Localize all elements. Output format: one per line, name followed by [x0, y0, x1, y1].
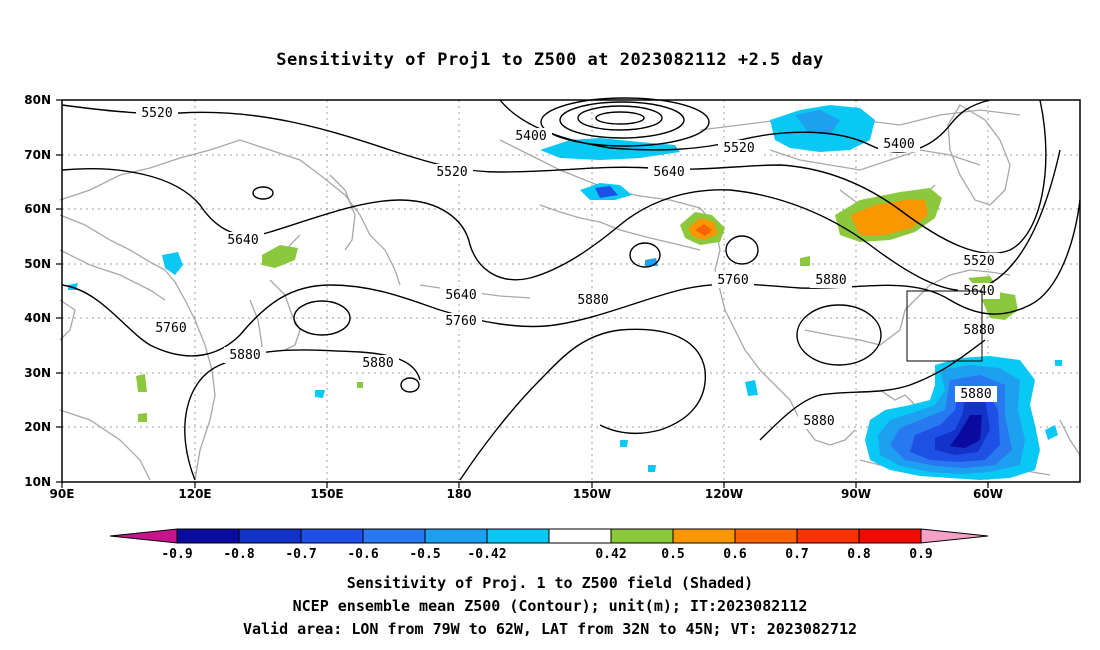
- lat-tick-label: 70N: [24, 148, 51, 162]
- lat-tick-labels: 80N 70N 60N 50N 40N 30N 20N 10N: [24, 93, 51, 489]
- lat-tick-label: 40N: [24, 311, 51, 325]
- lat-tick-label: 50N: [24, 257, 51, 271]
- caption-line-1: Sensitivity of Proj. 1 to Z500 field (Sh…: [346, 574, 754, 592]
- contour-label: 5400: [515, 129, 546, 144]
- lat-tick-label: 30N: [24, 366, 51, 380]
- contour-label: 5640: [227, 233, 258, 248]
- contour-label: 5880: [963, 323, 994, 338]
- lon-tick-label: 90W: [841, 487, 871, 501]
- colorbar-tick-label: 0.5: [661, 547, 684, 562]
- colorbar-box: [610, 528, 674, 544]
- colorbar-box: [486, 528, 550, 544]
- colorbar: -0.9 -0.8 -0.7 -0.6 -0.5 -0.42 0.42 0.5 0.6 0.7 0.…: [109, 528, 989, 562]
- caption-line-2: NCEP ensemble mean Z500 (Contour); unit(…: [292, 597, 808, 615]
- contour-label: 5760: [155, 321, 186, 336]
- colorbar-box: [238, 528, 302, 544]
- contour-label: 5880: [960, 387, 991, 402]
- colorbar-tick-label: -0.6: [347, 547, 378, 562]
- lat-tick-label: 20N: [24, 420, 51, 434]
- contour-label: 5400: [883, 137, 914, 152]
- colorbar-box: [548, 528, 612, 544]
- lon-tick-label: 120E: [178, 487, 211, 501]
- lon-tick-labels: 90E 120E 150E 180 150W 120W 90W 60W: [50, 487, 1003, 501]
- lat-tick-label: 10N: [24, 475, 51, 489]
- contour-label: 5880: [803, 414, 834, 429]
- colorbar-tick-label: 0.8: [847, 547, 871, 562]
- map-frame: [61, 99, 1081, 483]
- colorbar-box: [796, 528, 860, 544]
- lat-tick-label: 60N: [24, 202, 51, 216]
- colorbar-tick-label: 0.9: [909, 547, 932, 562]
- colorbar-tick-label: 0.7: [785, 547, 808, 562]
- colorbar-tick-label: -0.42: [467, 547, 506, 562]
- contour-label: 5520: [723, 141, 754, 156]
- colorbar-tick-label: -0.8: [223, 547, 254, 562]
- colorbar-box: [858, 528, 922, 544]
- valid-area-box: [906, 290, 983, 362]
- contour-label: 5880: [815, 273, 846, 288]
- contour-label: 5880: [577, 293, 608, 308]
- lon-tick-label: 150E: [310, 487, 343, 501]
- lon-tick-label: 90E: [50, 487, 75, 501]
- lon-tick-label: 60W: [973, 487, 1003, 501]
- chart-title: Sensitivity of Proj1 to Z500 at 20230821…: [276, 50, 824, 70]
- contour-label: 5880: [229, 348, 260, 363]
- colorbar-box: [424, 528, 488, 544]
- colorbar-box: [672, 528, 736, 544]
- caption-line-3: Valid area: LON from 79W to 62W, LAT fro…: [242, 620, 858, 638]
- lon-tick-label: 180: [446, 487, 471, 501]
- contour-label: 5520: [141, 106, 172, 121]
- lon-tick-label: 150W: [573, 487, 611, 501]
- contour-label: 5520: [436, 165, 467, 180]
- colorbar-boxes: [176, 528, 922, 544]
- colorbar-low-extend: [109, 528, 178, 544]
- colorbar-box: [734, 528, 798, 544]
- contour-label: 5760: [717, 273, 748, 288]
- contour-labels: 5520 5400 5520 5400 5520 5640 5640 5520 …: [136, 105, 1000, 429]
- tick-marks: [56, 99, 989, 488]
- contour-label: 5520: [963, 254, 994, 269]
- lat-tick-label: 80N: [24, 93, 51, 107]
- colorbar-tick-label: -0.7: [285, 547, 316, 562]
- colorbar-tick-label: 0.42: [595, 547, 626, 562]
- colorbar-tick-label: 0.6: [723, 547, 747, 562]
- colorbar-high-extend: [920, 528, 989, 544]
- colorbar-tick-label: -0.9: [161, 547, 192, 562]
- colorbar-box: [176, 528, 240, 544]
- colorbar-labels: -0.9 -0.8 -0.7 -0.6 -0.5 -0.42 0.42 0.5 0.6 0.7 0.…: [161, 547, 932, 562]
- lon-tick-label: 120W: [705, 487, 743, 501]
- colorbar-box: [300, 528, 364, 544]
- contour-label: 5640: [653, 165, 684, 180]
- sensitivity-shading: [68, 105, 1062, 480]
- contour-label: 5640: [445, 288, 476, 303]
- colorbar-tick-label: -0.5: [409, 547, 440, 562]
- contour-label: 5760: [445, 314, 476, 329]
- colorbar-box: [362, 528, 426, 544]
- contour-label: 5880: [362, 356, 393, 371]
